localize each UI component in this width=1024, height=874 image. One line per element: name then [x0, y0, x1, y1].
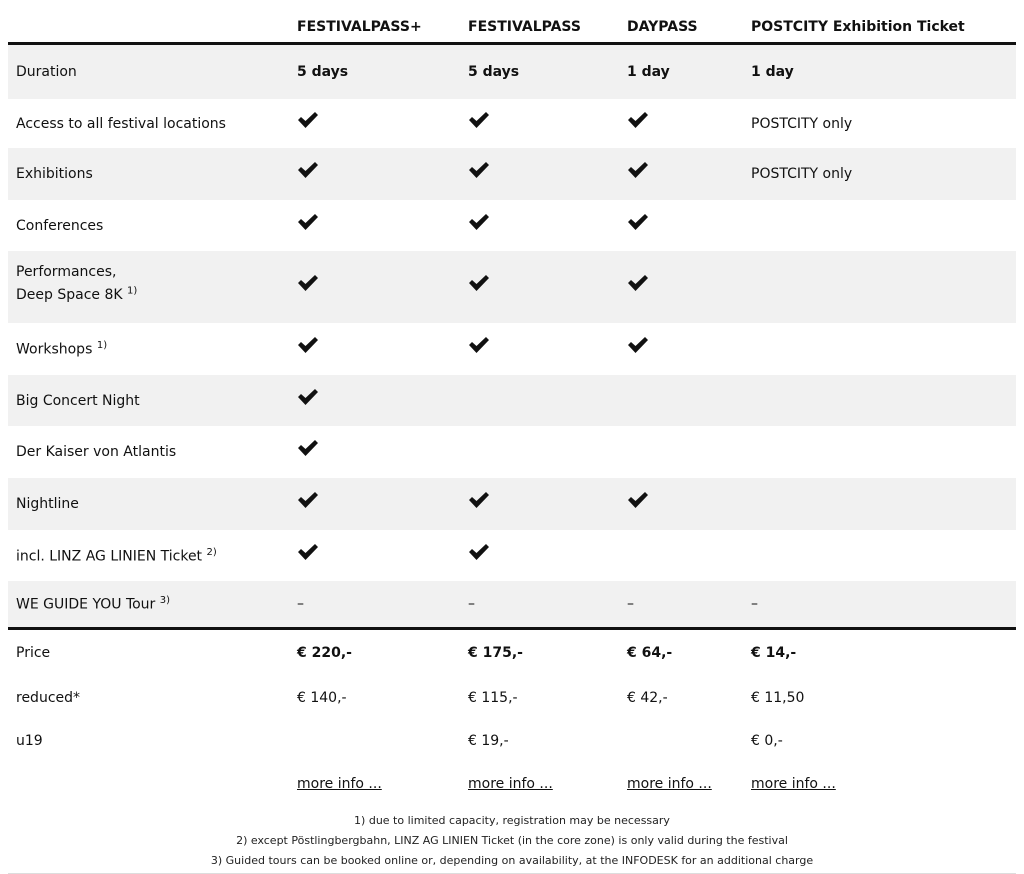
- checkmark-icon: [468, 543, 490, 565]
- checkmark-icon: [297, 111, 319, 133]
- table-row: incl. LINZ AG LINIEN Ticket 2): [8, 530, 1016, 581]
- checkmark-icon: [627, 111, 649, 133]
- cell-value: –: [627, 596, 634, 612]
- price-value: € 175,-: [468, 645, 523, 661]
- checkmark-icon: [297, 388, 319, 410]
- price-value: € 11,50: [751, 689, 805, 706]
- checkmark-icon: [297, 543, 319, 565]
- checkmark-icon: [468, 161, 490, 183]
- ticket-comparison-table: FESTIVALPASS+ FESTIVALPASS DAYPASS POSTC…: [8, 0, 1016, 874]
- column-header: POSTCITY Exhibition Ticket: [751, 19, 965, 35]
- price-value: € 115,-: [468, 689, 518, 706]
- price-row: u19 € 19,- € 0,-: [8, 719, 1016, 762]
- table-row: Workshops 1): [8, 323, 1016, 375]
- column-header: FESTIVALPASS+: [297, 19, 422, 35]
- cell-value: –: [751, 596, 758, 612]
- table-row: Performances, Deep Space 8K 1): [8, 251, 1016, 323]
- more-info-link[interactable]: more info ...: [751, 775, 836, 792]
- cell-value: 1 day: [751, 64, 794, 80]
- table-row: Duration 5 days 5 days 1 day 1 day: [8, 45, 1016, 99]
- row-label: WE GUIDE YOU Tour 3): [16, 595, 171, 613]
- cell-value: –: [297, 596, 304, 612]
- table-row: Access to all festival locations POSTCITY…: [8, 99, 1016, 148]
- table-row: Der Kaiser von Atlantis: [8, 426, 1016, 478]
- row-label: Big Concert Night: [16, 392, 140, 409]
- price-row: reduced* € 140,- € 115,- € 42,- € 11,50: [8, 676, 1016, 719]
- row-label: Performances, Deep Space 8K 1): [16, 264, 138, 303]
- table-row: Exhibitions POSTCITY only: [8, 148, 1016, 200]
- row-label: Access to all festival locations: [16, 115, 226, 132]
- row-label: Workshops 1): [16, 340, 108, 358]
- price-value: € 19,-: [468, 732, 509, 749]
- column-header: DAYPASS: [627, 19, 698, 35]
- checkmark-icon: [627, 274, 649, 296]
- cell-value: POSTCITY only: [751, 115, 853, 132]
- more-info-link[interactable]: more info ...: [468, 775, 553, 792]
- checkmark-icon: [627, 491, 649, 513]
- table-header: FESTIVALPASS+ FESTIVALPASS DAYPASS POSTC…: [8, 0, 1016, 45]
- checkmark-icon: [297, 439, 319, 461]
- checkmark-icon: [297, 213, 319, 235]
- cell-value: 5 days: [297, 64, 349, 80]
- price-value: € 140,-: [297, 689, 347, 706]
- footnotes: 1) due to limited capacity, registration…: [8, 805, 1016, 874]
- checkmark-icon: [297, 336, 319, 358]
- price-value: € 0,-: [751, 732, 783, 749]
- price-value: € 14,-: [751, 645, 797, 661]
- footnote: 2) except Pöstlingbergbahn, LINZ AG LINI…: [236, 834, 788, 847]
- column-header: FESTIVALPASS: [468, 19, 581, 35]
- footnote: 1) due to limited capacity, registration…: [354, 814, 670, 827]
- row-label: Der Kaiser von Atlantis: [16, 444, 177, 460]
- checkmark-icon: [627, 213, 649, 235]
- cell-value: 1 day: [627, 64, 670, 80]
- table-row: Nightline: [8, 478, 1016, 530]
- checkmark-icon: [297, 161, 319, 183]
- price-label: Price: [16, 645, 51, 661]
- row-label: Nightline: [16, 496, 79, 512]
- row-label: Exhibitions: [16, 166, 93, 182]
- cell-value: –: [468, 596, 475, 612]
- table-row: Big Concert Night: [8, 375, 1016, 426]
- price-label: u19: [16, 732, 43, 749]
- price-value: € 220,-: [297, 645, 352, 661]
- checkmark-icon: [468, 336, 490, 358]
- more-info-link[interactable]: more info ...: [297, 775, 382, 792]
- footnote: 3) Guided tours can be booked online or,…: [210, 854, 814, 867]
- row-label: Duration: [16, 64, 77, 80]
- more-info-row: more info ... more info ... more info ..…: [8, 762, 1016, 805]
- table-row: WE GUIDE YOU Tour 3) – – – –: [8, 581, 1016, 627]
- checkmark-icon: [468, 274, 490, 296]
- checkmark-icon: [468, 491, 490, 513]
- price-value: € 42,-: [627, 689, 668, 706]
- row-label: Conferences: [16, 217, 104, 234]
- checkmark-icon: [468, 111, 490, 133]
- cell-value: POSTCITY only: [751, 166, 853, 182]
- cell-value: 5 days: [468, 64, 520, 80]
- checkmark-icon: [297, 491, 319, 513]
- table-row: Conferences: [8, 200, 1016, 251]
- checkmark-icon: [297, 274, 319, 296]
- more-info-link[interactable]: more info ...: [627, 775, 712, 792]
- checkmark-icon: [627, 336, 649, 358]
- checkmark-icon: [627, 161, 649, 183]
- price-value: € 64,-: [627, 645, 673, 661]
- row-label: incl. LINZ AG LINIEN Ticket 2): [16, 546, 217, 565]
- price-label: reduced*: [16, 689, 81, 706]
- price-row: Price € 220,- € 175,- € 64,- € 14,-: [8, 630, 1016, 676]
- checkmark-icon: [468, 213, 490, 235]
